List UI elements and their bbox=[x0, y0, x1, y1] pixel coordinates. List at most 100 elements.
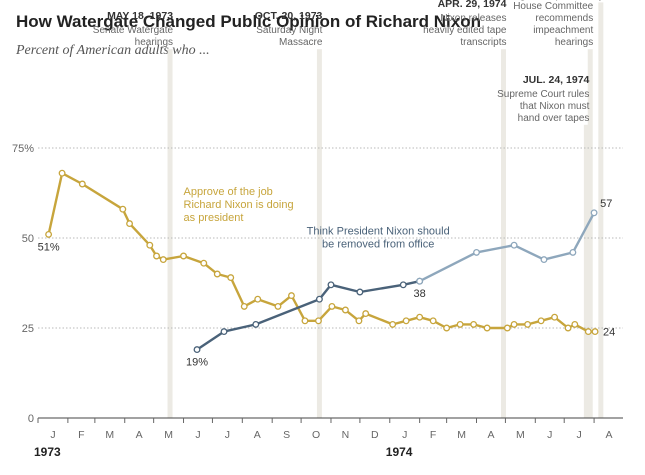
event-description: that Nixon must bbox=[520, 101, 590, 112]
data-point-approve bbox=[153, 252, 160, 260]
data-point-approve bbox=[159, 256, 167, 264]
event-description: transcripts bbox=[460, 37, 506, 48]
data-point-approve bbox=[288, 292, 295, 300]
series-label-remove_early: be removed from office bbox=[322, 238, 434, 250]
data-point-approve bbox=[524, 320, 532, 328]
data-point-approve bbox=[301, 317, 309, 325]
value-label: 38 bbox=[414, 288, 426, 300]
series-line-remove_late bbox=[419, 212, 596, 283]
y-tick-label: 0 bbox=[28, 413, 34, 425]
data-point-approve bbox=[355, 317, 363, 325]
data-point-remove_early bbox=[356, 288, 364, 296]
x-tick-label: A bbox=[254, 429, 261, 441]
data-point-approve bbox=[537, 317, 545, 325]
x-tick-label: M bbox=[516, 429, 525, 441]
event-band bbox=[587, 49, 593, 418]
data-point-approve bbox=[180, 252, 187, 260]
data-point-approve bbox=[328, 302, 336, 310]
series-label-approve: Richard Nixon is doing bbox=[184, 199, 294, 211]
data-point-approve bbox=[78, 180, 86, 188]
value-label: 57 bbox=[600, 198, 612, 210]
data-point-remove_early bbox=[327, 281, 335, 289]
data-point-approve bbox=[315, 317, 322, 325]
data-point-approve bbox=[483, 324, 491, 332]
x-tick-label: J bbox=[577, 429, 582, 441]
event-description: Supreme Court rules bbox=[497, 89, 589, 100]
data-point-remove_early bbox=[315, 295, 323, 303]
data-point-approve bbox=[389, 320, 397, 328]
x-tick-label: A bbox=[487, 429, 494, 441]
event-date-label: MAY 18, 1973 bbox=[107, 10, 173, 22]
x-tick-label: M bbox=[105, 429, 114, 441]
data-point-approve bbox=[254, 295, 262, 303]
x-tick-label: A bbox=[606, 429, 613, 441]
data-point-approve bbox=[470, 320, 478, 328]
event-description: House Committee bbox=[513, 1, 593, 12]
series-label-approve: Approve of the job bbox=[184, 186, 273, 198]
x-tick-label: D bbox=[371, 429, 379, 441]
event-band bbox=[598, 2, 604, 419]
year-label: 1974 bbox=[386, 445, 413, 459]
data-point-approve bbox=[146, 241, 154, 249]
data-point-remove_late bbox=[590, 209, 598, 217]
data-point-approve bbox=[443, 324, 451, 332]
event-description: Saturday Night bbox=[256, 25, 322, 36]
data-point-approve bbox=[341, 306, 349, 314]
chart-subtitle: Percent of American adults who ... bbox=[16, 43, 210, 58]
x-tick-label: O bbox=[312, 429, 320, 441]
event-description: heavily edited tape bbox=[423, 25, 507, 36]
series-label-approve: as president bbox=[184, 212, 244, 224]
x-tick-label: J bbox=[50, 429, 55, 441]
event-band bbox=[316, 49, 322, 418]
series-line-remove_early bbox=[196, 280, 420, 351]
data-point-approve bbox=[584, 328, 592, 336]
x-tick-label: J bbox=[547, 429, 552, 441]
event-description: Massacre bbox=[279, 37, 323, 48]
value-label: 19% bbox=[186, 357, 208, 369]
data-point-approve bbox=[119, 205, 127, 213]
data-point-approve bbox=[591, 328, 599, 336]
data-point-approve bbox=[564, 324, 572, 332]
data-point-approve bbox=[126, 220, 134, 228]
event-description: Nixon resigns the presidency bbox=[475, 0, 603, 1]
data-point-approve bbox=[456, 320, 464, 328]
data-point-approve bbox=[240, 302, 248, 310]
y-tick-label: 75% bbox=[12, 143, 34, 155]
y-tick-label: 25 bbox=[22, 323, 34, 335]
event-date-label: JUL. 24, 1974 bbox=[523, 74, 590, 86]
event-date-label: OCT. 20, 1973 bbox=[255, 10, 323, 22]
x-tick-label: F bbox=[78, 429, 84, 441]
x-tick-label: F bbox=[430, 429, 436, 441]
x-tick-label: J bbox=[402, 429, 407, 441]
event-description: impeachment bbox=[533, 25, 593, 36]
data-point-approve bbox=[551, 313, 559, 321]
x-tick-label: J bbox=[195, 429, 200, 441]
x-tick-label: N bbox=[342, 429, 350, 441]
event-band bbox=[167, 49, 173, 418]
event-band bbox=[500, 49, 506, 418]
data-point-remove_late bbox=[569, 248, 577, 256]
data-point-approve bbox=[503, 324, 511, 332]
data-point-approve bbox=[416, 313, 424, 321]
series-label-remove_early: Think President Nixon should bbox=[307, 225, 450, 237]
data-point-remove_early bbox=[220, 328, 228, 336]
event-band bbox=[583, 124, 589, 419]
event-description: Nixon releases bbox=[440, 13, 506, 24]
data-point-remove_late bbox=[510, 241, 518, 249]
data-point-remove_early bbox=[252, 320, 260, 328]
chart-title: How Watergate Changed Public Opinion of … bbox=[16, 12, 482, 31]
y-tick-label: 50 bbox=[22, 233, 34, 245]
value-label: 24 bbox=[603, 327, 615, 339]
event-description: Senate Watergate bbox=[93, 25, 174, 36]
event-date-label: APR. 29, 1974 bbox=[438, 0, 507, 10]
data-point-remove_early bbox=[399, 281, 407, 289]
value-label: 51% bbox=[38, 241, 60, 253]
x-tick-label: M bbox=[164, 429, 173, 441]
data-point-remove_late bbox=[540, 256, 548, 264]
event-description: hand over tapes bbox=[518, 113, 590, 124]
x-tick-label: S bbox=[283, 429, 290, 441]
data-point-approve bbox=[429, 317, 437, 325]
year-label: 1973 bbox=[34, 445, 61, 459]
